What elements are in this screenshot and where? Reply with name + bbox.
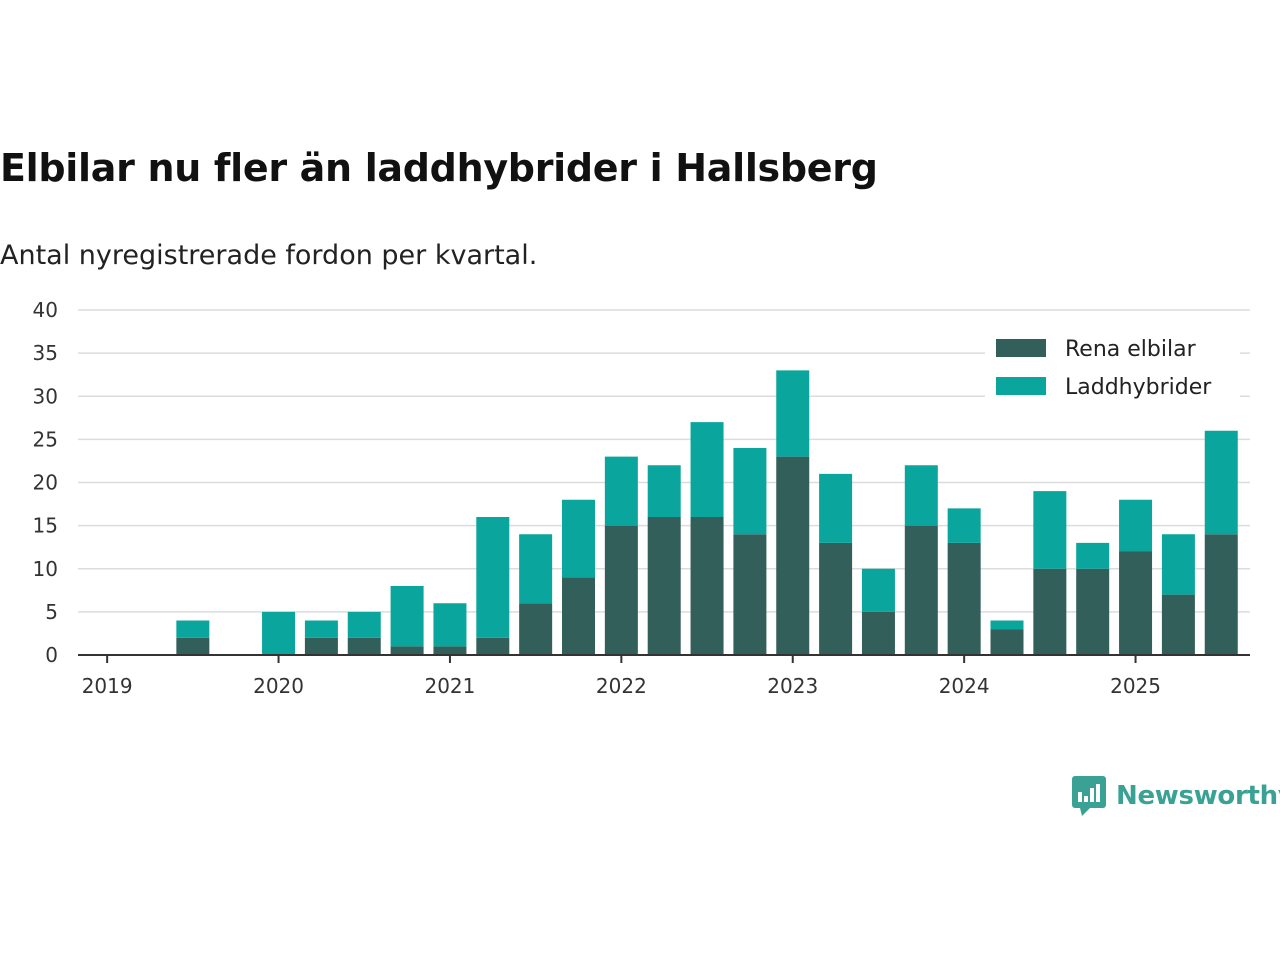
bar-rena-elbilar [990, 629, 1024, 655]
bar-laddhybrider [1076, 542, 1110, 569]
x-tick-label: 2024 [939, 674, 990, 698]
y-tick-label: 15 [33, 514, 58, 538]
y-axis-labels: 0 5 10 15 20 25 30 35 40 [33, 298, 58, 667]
bar-laddhybrider [262, 611, 296, 655]
bar-rena-elbilar [1119, 551, 1153, 655]
bar-laddhybrider [176, 620, 210, 638]
x-tick-label: 2025 [1110, 674, 1161, 698]
bar-rena-elbilar [819, 542, 853, 655]
x-tick-label: 2019 [82, 674, 133, 698]
bar-laddhybrider [604, 456, 638, 526]
chart-subtitle: Antal nyregistrerade fordon per kvartal. [0, 240, 538, 271]
legend-label: Rena elbilar [1065, 337, 1197, 362]
legend-label: Laddhybrider [1065, 375, 1212, 400]
bar-laddhybrider [433, 603, 467, 647]
newsworthy-logo: Newsworthy [1072, 776, 1280, 816]
bar-rena-elbilar [947, 542, 981, 655]
bar-rena-elbilar [647, 517, 681, 655]
bar-laddhybrider [1204, 430, 1238, 535]
bar-laddhybrider [690, 422, 724, 517]
bar-laddhybrider [733, 448, 767, 535]
bar-rena-elbilar [690, 517, 724, 655]
bar-rena-elbilar [861, 611, 895, 655]
bar-rena-elbilar [604, 525, 638, 655]
x-tick-label: 2022 [596, 674, 647, 698]
bar-rena-elbilar [904, 525, 938, 655]
bar-rena-elbilar [390, 646, 424, 655]
bars [176, 370, 1238, 655]
y-tick-label: 30 [33, 384, 58, 408]
chart-title: Elbilar nu fler än laddhybrider i Hallsb… [0, 146, 878, 190]
legend-swatch [996, 377, 1046, 395]
x-tick-label: 2020 [253, 674, 304, 698]
bar-laddhybrider [947, 508, 981, 543]
bar-laddhybrider [861, 568, 895, 612]
bar-rena-elbilar [1204, 534, 1238, 655]
bar-laddhybrider [1033, 491, 1067, 569]
y-tick-label: 5 [45, 600, 58, 624]
bar-laddhybrider [562, 499, 595, 578]
bar-rena-elbilar [347, 637, 381, 655]
y-tick-label: 25 [33, 427, 58, 451]
legend-swatch [996, 339, 1046, 357]
bar-rena-elbilar [519, 603, 553, 655]
y-tick-label: 35 [33, 341, 58, 365]
y-tick-label: 10 [33, 557, 58, 581]
bar-laddhybrider [819, 473, 853, 543]
x-axis: 2019 2020 2021 2022 2023 2024 2025 [78, 654, 1250, 698]
bar-rena-elbilar [1033, 568, 1067, 655]
bar-rena-elbilar [562, 577, 595, 655]
bar-laddhybrider [519, 534, 553, 604]
bar-laddhybrider [776, 370, 810, 457]
bar-rena-elbilar [1161, 594, 1195, 655]
x-tick-label: 2023 [767, 674, 818, 698]
newsworthy-logo-icon [1072, 776, 1106, 816]
bar-laddhybrider [304, 620, 338, 638]
bar-laddhybrider [476, 517, 510, 638]
bar-rena-elbilar [304, 637, 338, 655]
bar-rena-elbilar [733, 534, 767, 655]
bar-rena-elbilar [476, 637, 510, 655]
bar-rena-elbilar [433, 646, 467, 655]
bar-laddhybrider [904, 465, 938, 526]
legend: Rena elbilar Laddhybrider [985, 330, 1240, 402]
bar-rena-elbilar [1076, 568, 1110, 655]
bar-laddhybrider [1161, 534, 1195, 595]
y-tick-label: 20 [33, 471, 58, 495]
bar-laddhybrider [347, 611, 381, 638]
bar-laddhybrider [990, 620, 1024, 630]
bar-rena-elbilar [176, 637, 210, 655]
y-tick-label: 40 [33, 298, 58, 322]
brand-name: Newsworthy [1116, 781, 1280, 811]
y-tick-label: 0 [45, 643, 58, 667]
x-tick-label: 2021 [424, 674, 475, 698]
bar-rena-elbilar [776, 456, 810, 655]
bar-laddhybrider [647, 465, 681, 517]
bar-laddhybrider [1119, 499, 1153, 552]
bar-laddhybrider [390, 586, 424, 647]
